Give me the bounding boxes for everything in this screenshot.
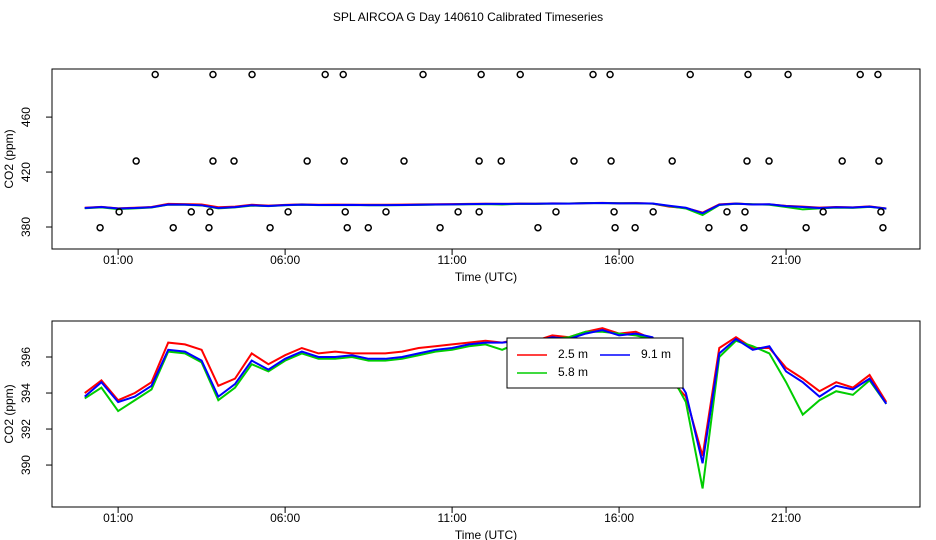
point bbox=[516, 70, 524, 79]
point bbox=[723, 208, 731, 216]
point bbox=[187, 208, 196, 216]
y-tick-label: 460 bbox=[19, 107, 33, 127]
point bbox=[169, 223, 177, 232]
point bbox=[303, 157, 311, 165]
point bbox=[875, 157, 883, 165]
point bbox=[230, 157, 238, 165]
point bbox=[497, 157, 505, 165]
point bbox=[340, 157, 348, 165]
figure-title: SPL AIRCOA G Day 140610 Calibrated Times… bbox=[333, 10, 603, 24]
point bbox=[668, 157, 676, 165]
point bbox=[741, 208, 749, 216]
x-tick-label: 16:00 bbox=[604, 253, 634, 267]
point bbox=[96, 223, 104, 232]
point bbox=[382, 208, 390, 216]
y-tick-label: 392 bbox=[19, 419, 33, 439]
point bbox=[248, 70, 256, 79]
legend-label: 2.5 m bbox=[558, 347, 588, 361]
point bbox=[419, 70, 427, 79]
point bbox=[686, 70, 694, 79]
point bbox=[400, 157, 408, 165]
point bbox=[589, 70, 597, 79]
point bbox=[606, 70, 614, 79]
x-tick-label: 06:00 bbox=[270, 253, 300, 267]
point bbox=[343, 223, 351, 232]
point bbox=[649, 208, 657, 216]
x-axis-label: Time (UTC) bbox=[455, 270, 517, 284]
point bbox=[132, 157, 140, 165]
point bbox=[743, 157, 751, 165]
point bbox=[784, 70, 792, 79]
legend-box bbox=[506, 337, 684, 389]
point bbox=[364, 223, 373, 232]
point bbox=[705, 223, 713, 232]
point bbox=[856, 70, 864, 79]
point bbox=[802, 223, 810, 232]
y-tick-label: 396 bbox=[19, 347, 33, 367]
series-line bbox=[84, 328, 888, 464]
x-tick-label: 11:00 bbox=[438, 253, 467, 267]
point bbox=[266, 223, 274, 232]
point bbox=[610, 208, 618, 216]
point bbox=[205, 223, 213, 232]
y-tick-label: 390 bbox=[19, 455, 33, 475]
point bbox=[475, 208, 483, 216]
plot-frame bbox=[51, 320, 921, 508]
point bbox=[570, 157, 578, 165]
point bbox=[534, 223, 542, 232]
series-line bbox=[84, 201, 887, 215]
point bbox=[436, 223, 444, 232]
point bbox=[879, 223, 887, 232]
point bbox=[838, 157, 846, 165]
point bbox=[321, 70, 329, 79]
y-tick-label: 394 bbox=[19, 383, 33, 403]
legend-label: 9.1 m bbox=[641, 347, 671, 361]
point bbox=[552, 208, 560, 216]
x-tick-label: 11:00 bbox=[438, 511, 467, 525]
x-tick-label: 06:00 bbox=[270, 511, 300, 525]
legend-label: 5.8 m bbox=[558, 365, 588, 379]
point bbox=[454, 208, 462, 216]
point bbox=[339, 70, 347, 79]
point bbox=[740, 223, 748, 232]
point bbox=[874, 70, 882, 79]
point bbox=[819, 208, 827, 216]
point bbox=[744, 70, 752, 79]
point bbox=[611, 223, 619, 232]
point bbox=[477, 70, 485, 79]
point bbox=[206, 208, 214, 216]
point bbox=[115, 208, 123, 216]
y-axis-label: CO2 (ppm) bbox=[2, 384, 16, 443]
x-tick-label: 01:00 bbox=[103, 511, 133, 525]
plot-frame bbox=[51, 68, 921, 250]
point bbox=[151, 70, 159, 79]
point bbox=[765, 157, 773, 165]
y-tick-label: 420 bbox=[19, 162, 33, 182]
point bbox=[284, 208, 292, 216]
x-tick-label: 21:00 bbox=[771, 511, 801, 525]
y-axis-label: CO2 (ppm) bbox=[2, 129, 16, 188]
point bbox=[607, 157, 615, 165]
point bbox=[631, 223, 639, 232]
x-tick-label: 01:00 bbox=[103, 253, 133, 267]
x-axis-label: Time (UTC) bbox=[455, 528, 517, 540]
series-line bbox=[84, 330, 888, 489]
x-tick-label: 21:00 bbox=[771, 253, 801, 267]
point bbox=[475, 157, 483, 165]
y-tick-label: 380 bbox=[19, 217, 33, 237]
point bbox=[877, 208, 885, 216]
x-tick-label: 16:00 bbox=[604, 511, 634, 525]
point bbox=[341, 208, 349, 216]
series-line bbox=[84, 327, 888, 457]
point bbox=[209, 157, 217, 165]
point bbox=[209, 70, 217, 79]
